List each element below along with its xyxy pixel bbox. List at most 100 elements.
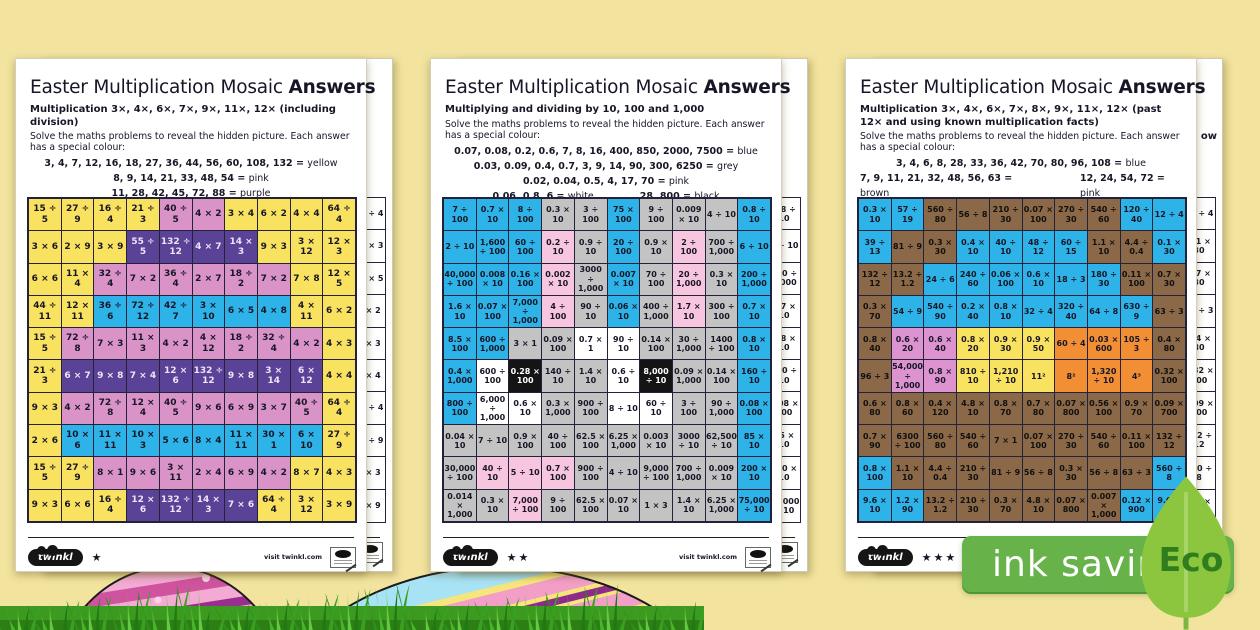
grid-cell: 0.3 × 30 [924,231,957,263]
grid-cell: 3000 ÷ 10 [672,425,705,457]
grid-cell: 400 ÷ 1,000 [640,295,672,328]
grid-cell: 40 ÷ 5 [159,199,192,231]
grid-cell: 3 × 6 [29,231,61,263]
grid-cell: 2 × 7 [192,263,225,295]
grid-cell: 14 × 3 [225,231,257,263]
grid-cell: 3 × 4 [225,199,257,231]
grid-cell: 1.4 × 10 [672,489,705,521]
mosaic-grid: 7 ÷ 100 0.7 × 10 8 ÷ 100 0.3 × 10 3 ÷ 100 75 … [442,197,772,523]
grid-cell: 800 ÷ 100 [444,392,476,425]
grid-cell: 0.2 × 40 [957,295,989,328]
grid-cell: 540 ÷ 90 [924,295,957,328]
grid-cell: 9 ÷ 100 [640,199,672,231]
worksheet-instruction: Solve the maths problems to reveal the h… [860,131,1180,153]
grid-cell: 20 ÷ 100 [607,231,640,263]
grid-cell: 48 ÷ 12 [1022,231,1055,263]
grid-cell: 40 ÷ 100 [542,425,574,457]
grid-cell: 0.14 × 100 [705,360,738,392]
worksheet-subtitle: Multiplying and dividing by 10, 100 and … [445,104,705,115]
grid-cell: 12 × 6 [127,489,159,521]
worksheet-instruction: Solve the maths problems to reveal the h… [30,131,350,153]
grid-cell: 60 ÷ 15 [1055,231,1087,263]
grid-cell: 0.9 × 10 [640,231,672,263]
grid-cell: 6 × 2 [323,295,355,328]
grid-cell: 6.25 × 1,000 [705,489,738,521]
grid-cell: 3 × 12 [290,231,323,263]
grid-cell: 132 ÷ 12 [192,360,225,392]
grid-cell: 90 ÷ 1,000 [705,392,738,425]
grid-cell: 6 × 5 [225,295,257,328]
grid-cell: 75,000 ÷ 10 [738,489,770,521]
grid-cell: 6 ÷ 10 [738,231,770,263]
grid-cell: 60 ÷ 10 [640,392,672,425]
grid-cell: 4 ÷ 10 [705,199,738,231]
grid-cell: 72 ÷ 8 [61,328,94,360]
grid-cell: 64 ÷ 8 [1087,295,1120,328]
grid-cell: 300 ÷ 100 [705,295,738,328]
grid-cell: 0.8 × 60 [891,392,924,425]
grid-cell: 2 × 9 [61,231,94,263]
visit-link-text: visit twinkl.com [678,553,737,561]
grid-cell: 9.6 × 10 [859,489,891,521]
grid-cell: 9 × 3 [29,489,61,521]
grid-cell: 0.7 × 10 [738,295,770,328]
grid-cell: 44 ÷ 11 [29,295,61,328]
grid-cell: 0.07 × 100 [1022,425,1055,457]
grid-cell: 56 ÷ 8 [1022,457,1055,489]
grid-cell: 0.16 × 100 [509,263,542,295]
grid-cell: 64 ÷ 4 [323,392,355,425]
grid-cell: 0.3 × 10 [542,199,574,231]
grid-cell: 18 ÷ 3 [1055,263,1087,295]
colour-key-entry: 3, 4, 7, 12, 16, 18, 27, 36, 44, 56, 60,… [44,158,338,169]
grid-cell: 27 ÷ 9 [61,457,94,489]
grid-cell: 0.11 × 100 [1120,263,1153,295]
grid-cell: 4.4 ÷ 0.4 [924,457,957,489]
grid-cell: 0.4 × 120 [924,392,957,425]
grid-cell: 1.4 × 10 [574,360,607,392]
grid-cell: 3 × 11 [159,457,192,489]
grid-cell: 1 × 3 [640,489,672,521]
grid-cell: 600 ÷ 1,000 [476,328,509,360]
grid-cell: 0.007 × 10 [607,263,640,295]
grid-cell: 32 ÷ 4 [257,328,290,360]
grid-cell: 0.2 ÷ 10 [542,231,574,263]
twinkl-logo: twinkl [443,544,498,566]
grid-cell: 8 × 7 [290,457,323,489]
grid-cell: 0.8 × 70 [989,392,1022,425]
grid-cell: 13.2 ÷ 1.2 [924,489,957,521]
grid-cell: 12 × 3 [323,231,355,263]
grid-cell: 56 ÷ 8 [1087,457,1120,489]
grid-cell: 40 ÷ 10 [476,457,509,489]
grid-cell: 0.8 × 10 [989,295,1022,328]
grid-cell: 0.6 × 80 [859,392,891,425]
grass-decoration [0,583,704,630]
grid-cell: 7 × 6 [225,489,257,521]
grid-cell: 160 ÷ 10 [738,360,770,392]
grid-cell: 36 ÷ 6 [94,295,127,328]
grid-cell: 0.6 × 10 [1022,263,1055,295]
grid-cell: 1.1 × 10 [1087,231,1120,263]
grid-cell: 11 × 4 [61,263,94,295]
grid-cell: 64 ÷ 4 [323,199,355,231]
grid-cell: 0.09 × 100 [542,328,574,360]
difficulty-stars: ★★★ [921,550,958,564]
grid-cell: 0.7 × 90 [859,425,891,457]
grid-cell: 60 ÷ 4 [1055,328,1087,360]
grid-cell: 63 ÷ 3 [1153,295,1185,328]
grid-cell: 7,000 ÷ 1,000 [509,295,542,328]
grid-cell: 1,210 ÷ 10 [989,360,1022,392]
grid-cell: 3000 ÷ 1,000 [574,263,607,295]
grid-cell: 42 ÷ 7 [159,295,192,328]
grid-cell: 9 × 8 [94,360,127,392]
eco-leaf-icon [1141,476,1231,630]
footer-divider [443,537,769,538]
grid-cell: 4 × 2 [192,199,225,231]
grid-cell: 140 ÷ 10 [542,360,574,392]
worksheet-page-3: Easter Multiplication Mosaic Answers Mul… [845,58,1206,572]
grid-cell: 36 ÷ 4 [159,263,192,295]
difficulty-stars: ★★ [506,550,531,564]
grid-cell: 72 ÷ 8 [94,392,127,425]
grid-cell: 56 ÷ 8 [957,199,989,231]
worksheet-page-1: Easter Multiplication Mosaic Answers Mul… [15,58,376,572]
grid-cell: 0.56 × 100 [1087,392,1120,425]
